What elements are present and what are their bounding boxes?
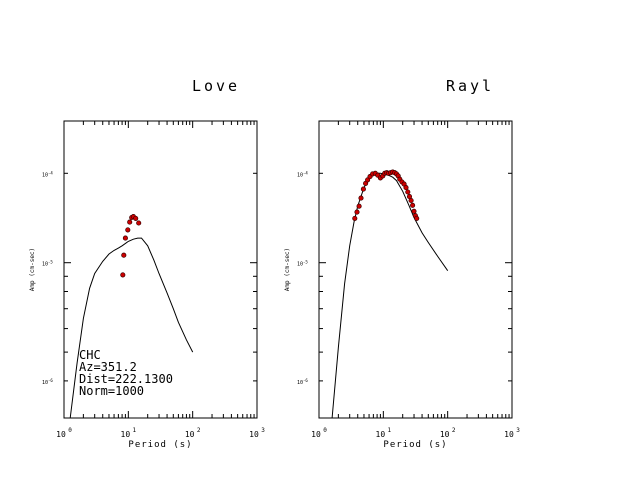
model-curve	[331, 172, 449, 419]
panel-title: Love	[192, 77, 240, 95]
y-tick-label-base: 10	[42, 172, 48, 178]
observed-points	[352, 169, 420, 221]
x-tick-label-base: 10	[121, 430, 131, 439]
x-tick-label-base: 10	[440, 430, 450, 439]
data-point	[360, 186, 366, 192]
x-tick-label-base: 10	[311, 430, 321, 439]
x-tick-label-base: 10	[56, 430, 66, 439]
x-tick-label-exp: 3	[261, 427, 265, 434]
data-point	[125, 227, 131, 233]
data-point	[365, 177, 371, 183]
y-tick-label: 10 -6	[297, 378, 308, 386]
data-point	[405, 189, 411, 195]
y-tick-label-exp: -6	[303, 378, 308, 383]
y-tick-label-exp: -5	[48, 260, 53, 265]
x-tick-label: 10 0	[56, 427, 72, 439]
y-tick-label: 10 -5	[297, 260, 308, 268]
model-curve	[69, 237, 194, 419]
y-tick-label-base: 10	[297, 172, 303, 178]
x-tick-marks	[63, 121, 258, 418]
x-tick-label-exp: 3	[516, 427, 520, 434]
y-tick-label: 10 -5	[42, 260, 53, 268]
data-point	[354, 209, 360, 215]
annotation-line: Dist=222.1300	[79, 372, 173, 386]
y-tick-label: 10 -6	[42, 378, 53, 386]
data-point	[414, 215, 420, 221]
x-tick-label: 10 1	[121, 427, 137, 439]
plot-frame	[318, 120, 513, 419]
x-tick-label-base: 10	[185, 430, 195, 439]
y-tick-marks	[64, 172, 257, 419]
data-point	[120, 272, 126, 278]
data-point	[133, 215, 139, 221]
data-point	[410, 202, 416, 208]
data-point	[356, 203, 362, 209]
y-axis-title: Amp (cm-sec)	[29, 248, 36, 291]
y-tick-label-exp: -4	[303, 170, 308, 175]
data-point	[352, 215, 358, 221]
data-point	[358, 195, 364, 201]
y-tick-label: 10 -4	[297, 170, 308, 178]
annotation-line: CHC	[79, 348, 101, 362]
data-point	[403, 185, 409, 191]
y-tick-label: 10 -4	[42, 170, 53, 178]
x-tick-label: 10 2	[440, 427, 456, 439]
data-point	[127, 219, 133, 225]
panel-title: Rayl	[446, 77, 494, 95]
data-point	[408, 197, 414, 204]
x-tick-label-exp: 1	[388, 427, 392, 434]
x-tick-label-exp: 0	[68, 427, 72, 434]
y-tick-label-exp: -6	[48, 378, 53, 383]
y-tick-marks	[319, 172, 512, 419]
data-point	[411, 208, 417, 214]
annotation-line: Norm=1000	[79, 384, 144, 398]
plot-frame	[63, 120, 258, 419]
y-tick-label-base: 10	[42, 380, 48, 386]
observed-points	[120, 214, 142, 278]
x-tick-label-exp: 0	[323, 427, 327, 434]
annotation-line: Az=351.2	[79, 360, 137, 374]
x-tick-label: 10 3	[504, 427, 520, 439]
x-tick-label: 10 1	[376, 427, 392, 439]
x-tick-label-base: 10	[249, 430, 259, 439]
x-tick-label-base: 10	[504, 430, 514, 439]
x-tick-label-exp: 1	[133, 427, 137, 434]
y-tick-label-base: 10	[297, 380, 303, 386]
x-tick-label-exp: 2	[452, 427, 456, 434]
x-tick-label: 10 3	[249, 427, 265, 439]
data-point	[122, 235, 128, 241]
y-tick-label-base: 10	[297, 262, 303, 268]
x-tick-marks	[318, 121, 513, 418]
x-tick-label: 10 2	[185, 427, 201, 439]
x-tick-label-base: 10	[376, 430, 386, 439]
x-tick-label: 10 0	[311, 427, 327, 439]
x-axis-title: Period (s)	[128, 440, 192, 450]
data-point	[136, 220, 142, 226]
y-tick-label-exp: -4	[48, 170, 53, 175]
y-axis-title: Amp (cm-sec)	[284, 248, 291, 291]
y-tick-label-base: 10	[42, 262, 48, 268]
x-axis-title: Period (s)	[383, 440, 447, 450]
data-point	[121, 252, 127, 258]
x-tick-label-exp: 2	[197, 427, 201, 434]
y-tick-label-exp: -5	[303, 260, 308, 265]
